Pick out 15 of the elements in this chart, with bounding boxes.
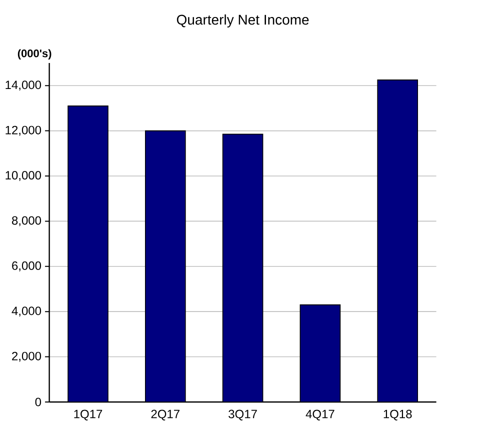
x-tick-label: 1Q17 bbox=[74, 410, 102, 420]
x-tick-label: 3Q17 bbox=[228, 410, 257, 420]
y-tick-label: 0 bbox=[35, 398, 42, 406]
y-tick-label: 10,000 bbox=[6, 171, 42, 181]
x-tick-label: 2Q17 bbox=[151, 410, 180, 420]
x-tick-label: 4Q17 bbox=[306, 410, 334, 420]
y-tick-label: 12,000 bbox=[6, 126, 42, 136]
x-tick-label: 1Q18 bbox=[384, 410, 412, 420]
y-tick-label: 14,000 bbox=[6, 80, 42, 91]
y-axis-title: (000's) bbox=[18, 49, 52, 60]
y-tick-label: 8,000 bbox=[12, 216, 42, 226]
y-tick-label: 6,000 bbox=[12, 261, 42, 272]
chart-title: Quarterly Net Income bbox=[176, 14, 309, 28]
y-tick-label: 4,000 bbox=[12, 306, 42, 317]
y-tick-label: 2,000 bbox=[12, 352, 42, 362]
